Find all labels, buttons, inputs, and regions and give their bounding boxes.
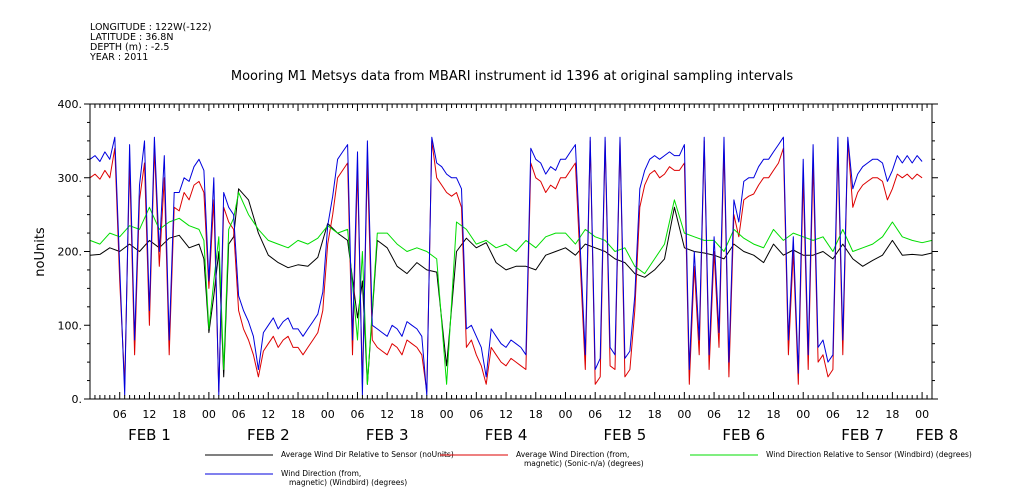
legend: Average Wind Dir Relative to Sensor (noU…: [205, 450, 972, 487]
y-tick-label: 200.: [58, 246, 83, 259]
x-tick-label: 06: [469, 408, 483, 421]
x-date-label: FEB 1: [128, 426, 171, 444]
x-tick-label: 00: [558, 408, 572, 421]
x-tick-label: 12: [499, 408, 513, 421]
x-tick-label: 00: [202, 408, 216, 421]
legend-label: magnetic) (Sonic-n/a) (degrees): [524, 459, 644, 468]
metadata-line: YEAR : 2011: [89, 52, 148, 63]
x-tick-label: 00: [915, 408, 929, 421]
x-tick-label: 12: [856, 408, 870, 421]
x-date-label: FEB 5: [604, 426, 647, 444]
series-line-0: [89, 188, 933, 385]
x-date-label: FEB 7: [841, 426, 884, 444]
legend-label: Average Wind Direction (from,: [516, 450, 629, 459]
x-tick-label: 12: [142, 408, 156, 421]
y-tick-label: 300.: [58, 172, 83, 185]
x-tick-label: 06: [707, 408, 721, 421]
y-tick-label: 100.: [58, 319, 83, 332]
x-date-label: FEB 2: [247, 426, 290, 444]
legend-label: magnetic) (Windbird) (degrees): [289, 478, 407, 487]
x-date-label: FEB 8: [916, 426, 959, 444]
chart-title: Mooring M1 Metsys data from MBARI instru…: [231, 69, 793, 84]
metadata-line: DEPTH (m) : -2.5: [90, 42, 169, 53]
x-tick-label: 18: [172, 408, 186, 421]
x-date-label: FEB 3: [366, 426, 409, 444]
x-tick-label: 12: [618, 408, 632, 421]
x-tick-label: 18: [529, 408, 543, 421]
x-date-label: FEB 6: [722, 426, 765, 444]
x-tick-label: 06: [826, 408, 840, 421]
x-tick-label: 18: [410, 408, 424, 421]
x-tick-label: 00: [440, 408, 454, 421]
y-tick-label: 400.: [58, 98, 83, 111]
x-tick-label: 18: [648, 408, 662, 421]
series-line-3: [89, 136, 923, 396]
legend-label: Wind Direction Relative to Sensor (Windb…: [766, 450, 972, 459]
x-tick-label: 06: [232, 408, 246, 421]
x-tick-label: 06: [350, 408, 364, 421]
metadata-block: LONGITUDE : 122W(-122)LATITUDE : 36.8NDE…: [89, 22, 212, 63]
series-line-2: [89, 192, 933, 385]
metadata-line: LATITUDE : 36.8N: [90, 32, 173, 43]
x-tick-label: 18: [291, 408, 305, 421]
x-tick-label: 06: [588, 408, 602, 421]
x-tick-label: 18: [767, 408, 781, 421]
x-tick-label: 12: [380, 408, 394, 421]
x-tick-label: 12: [737, 408, 751, 421]
legend-label: Wind Direction (from,: [281, 469, 361, 478]
x-tick-label: 18: [885, 408, 899, 421]
x-tick-label: 00: [321, 408, 335, 421]
metadata-line: LONGITUDE : 122W(-122): [90, 22, 212, 33]
plot-area: 0. 100. 200. 300. 400. 06 12 18 00 06 12 18 00 06 12 18…: [58, 98, 959, 444]
x-tick-label: 00: [796, 408, 810, 421]
x-tick-label: 00: [677, 408, 691, 421]
x-date-label: FEB 4: [485, 426, 528, 444]
y-tick-label: 0.: [72, 393, 83, 406]
x-tick-label: 06: [113, 408, 127, 421]
x-tick-label: 12: [261, 408, 275, 421]
y-axis-label: noUnits: [33, 227, 48, 277]
legend-label: Average Wind Dir Relative to Sensor (noU…: [281, 450, 454, 459]
